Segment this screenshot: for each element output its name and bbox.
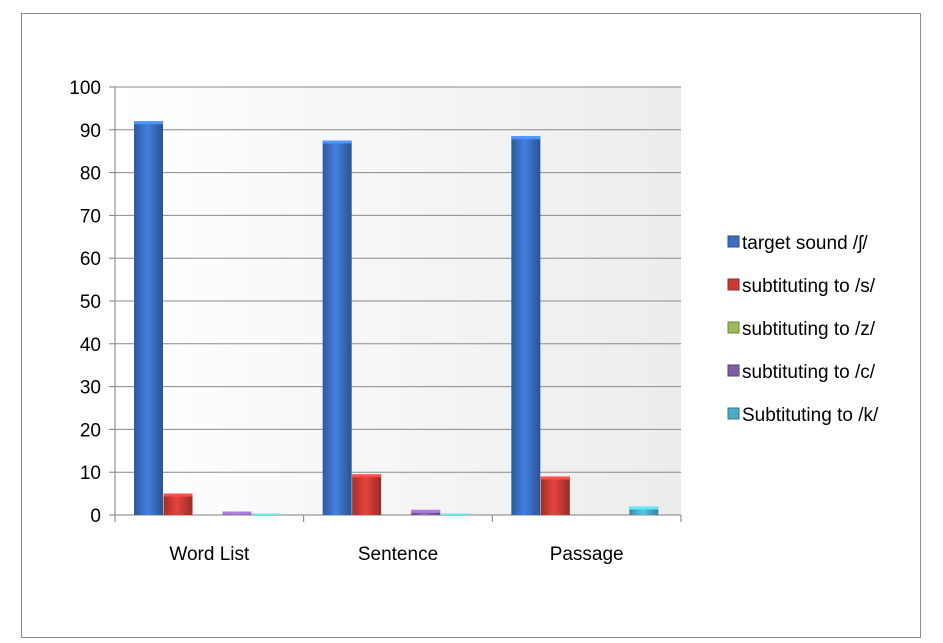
- y-tick-label: 70: [80, 206, 101, 227]
- bar-top: [163, 493, 193, 497]
- bar-top: [540, 476, 570, 480]
- y-tick-label: 90: [80, 121, 101, 142]
- legend-swatch: [727, 364, 740, 377]
- bar-top: [352, 474, 382, 478]
- x-tick-label: Sentence: [358, 544, 438, 565]
- bar-top: [629, 506, 659, 510]
- legend-label: target sound /ʃ/: [742, 233, 868, 254]
- legend-swatch: [727, 235, 740, 248]
- gridlines: [115, 86, 681, 473]
- x-tick-label: Word List: [169, 544, 250, 565]
- legend-label: subtituting to /z/: [742, 319, 876, 340]
- bar-top: [252, 513, 281, 515]
- legend-label: Subtituting to /k/: [742, 405, 879, 426]
- bar-top: [511, 136, 541, 140]
- y-tick-label: 20: [80, 420, 101, 441]
- bar: [352, 474, 382, 515]
- bar-top: [440, 513, 470, 515]
- bar: [322, 140, 352, 515]
- axes: [109, 86, 682, 522]
- y-tick-label: 10: [80, 463, 101, 484]
- y-tick-labels: 0 10 20 30 40 50 60 70 80 90 100: [69, 78, 101, 527]
- y-tick-label: 40: [80, 335, 101, 356]
- legend-swatch: [727, 321, 740, 334]
- bar-top: [322, 140, 352, 144]
- y-tick-label: 80: [80, 164, 101, 185]
- bar: [540, 476, 570, 515]
- bar-top: [411, 509, 441, 513]
- bar: [134, 121, 163, 516]
- legend-label: subtituting to /s/: [742, 276, 876, 297]
- bar: [163, 493, 193, 515]
- x-tick-label: Passage: [550, 544, 624, 565]
- bar-top: [134, 121, 163, 125]
- legend-swatch: [727, 278, 740, 291]
- y-tick-label: 100: [69, 78, 101, 99]
- x-tick-labels: Word List Sentence Passage: [169, 544, 623, 565]
- y-tick-label: 50: [80, 292, 101, 313]
- y-tick-label: 60: [80, 249, 101, 270]
- legend: target sound /ʃ/subtituting to /s/subtit…: [727, 233, 879, 426]
- bar: [511, 136, 541, 515]
- bar-top: [222, 511, 252, 515]
- bars: [134, 121, 659, 516]
- y-tick-label: 30: [80, 378, 101, 399]
- legend-swatch: [727, 407, 740, 420]
- y-tick-label: 0: [90, 506, 101, 527]
- bar: [629, 506, 659, 515]
- legend-label: subtituting to /c/: [742, 362, 876, 383]
